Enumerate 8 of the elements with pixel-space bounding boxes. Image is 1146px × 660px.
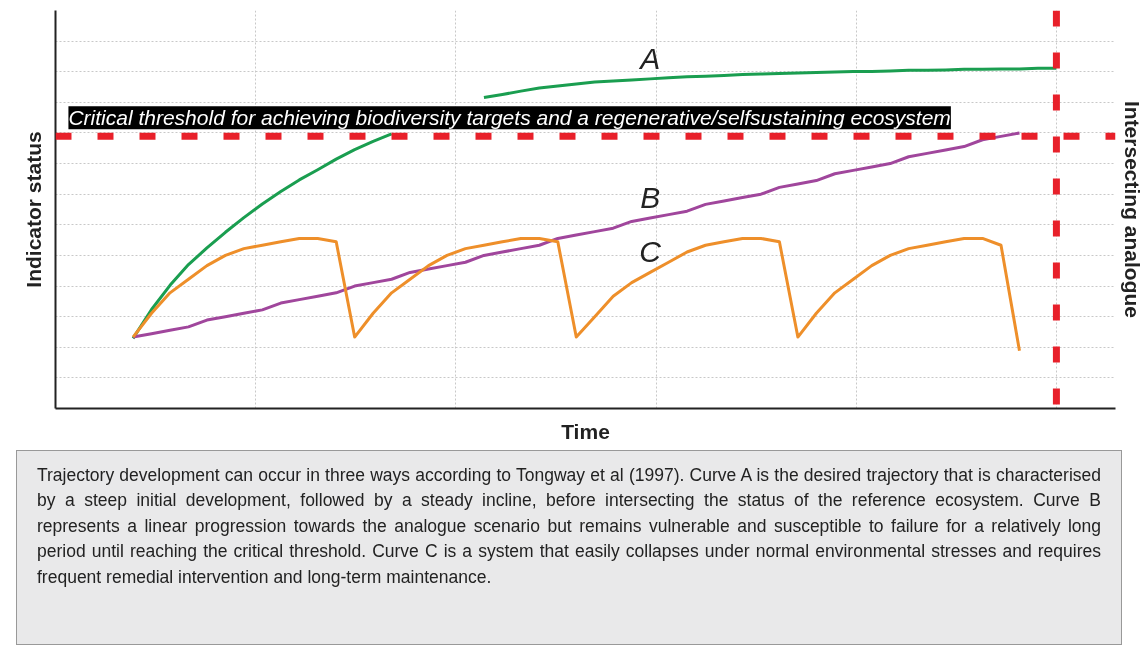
series-label: A: [638, 41, 661, 75]
series-label: C: [639, 235, 662, 269]
y2-axis-title: Intersecting analogue: [1120, 100, 1144, 319]
y-axis-title: Indicator status: [21, 131, 45, 288]
series-label: B: [640, 181, 661, 214]
text: Trajectory development can occur in three ways according to Tongway et al (1997). Curve A is the desired trajectory that is characterised by a steep initial development, followed by a steady incline, before intersecting the status of the reference ecosystem. Curve B represents a linear progression towards the analogue scenario but remains vulnerable and susceptible to failure for a relatively long period until reaching the critical threshold. Curve C is a system that easily collapses under normal environmental stresses and requires frequent remedial intervention and long-term maintenance.: [37, 464, 1101, 589]
x-axis-title: Time: [561, 419, 610, 443]
ref-line-label: Critical threshold for achieving biodiversity targets and a regenerative/selfsustaining ecosystem: [68, 106, 951, 130]
